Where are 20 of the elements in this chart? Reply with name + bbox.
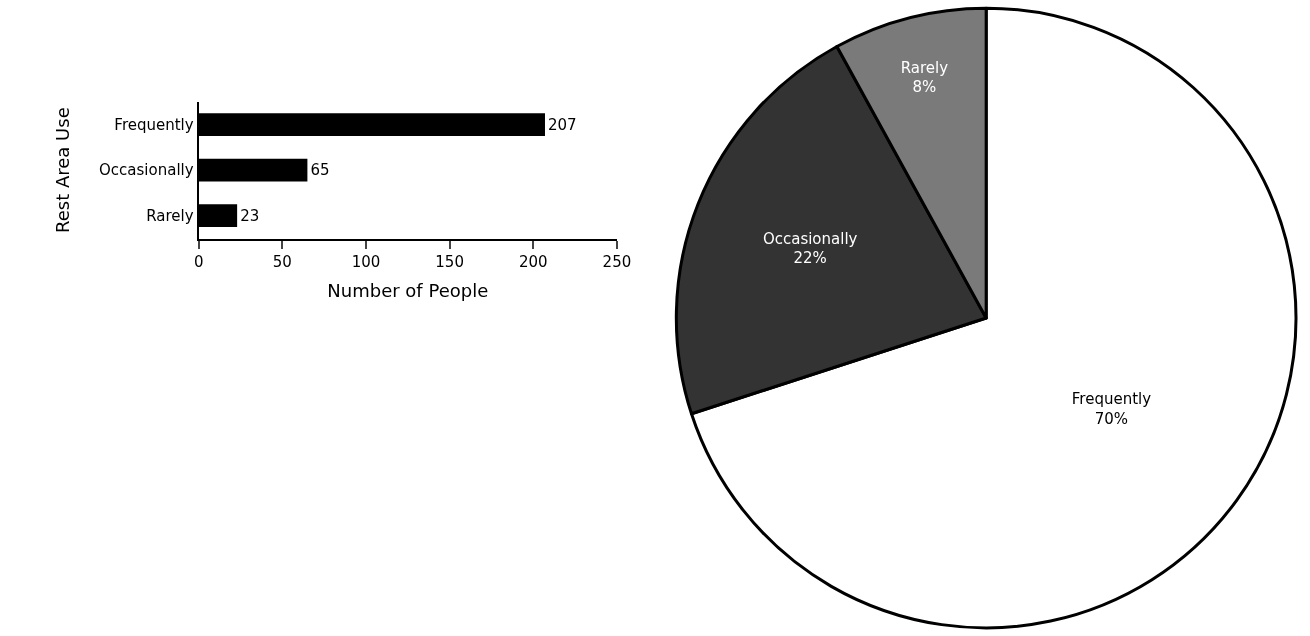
data-label: 22% xyxy=(793,249,827,268)
x-tick-label: 0 xyxy=(193,252,204,271)
y-axis-title: Rest Area Use xyxy=(51,107,73,233)
data-label: 207 xyxy=(547,115,577,134)
x-tick-label: 50 xyxy=(272,252,292,271)
data-label: 70% xyxy=(1094,409,1129,428)
x-tick-label: 100 xyxy=(351,252,381,271)
data-label: 8% xyxy=(912,78,937,97)
x-tick-label: 150 xyxy=(435,252,464,271)
x-tick-label: 250 xyxy=(602,252,632,271)
x-axis-title: Number of People xyxy=(327,280,489,302)
y-tick-label: Rarely xyxy=(146,206,194,225)
slice-label: Occasionally xyxy=(762,229,858,248)
data-label: 23 xyxy=(240,206,260,225)
x-tick-label: 200 xyxy=(518,252,548,271)
slice-label: Frequently xyxy=(1071,390,1152,409)
y-tick-label: Occasionally xyxy=(99,161,194,180)
y-tick-label: Frequently xyxy=(114,115,194,134)
slice-label: Rarely xyxy=(900,58,949,77)
data-label: 65 xyxy=(310,161,330,180)
